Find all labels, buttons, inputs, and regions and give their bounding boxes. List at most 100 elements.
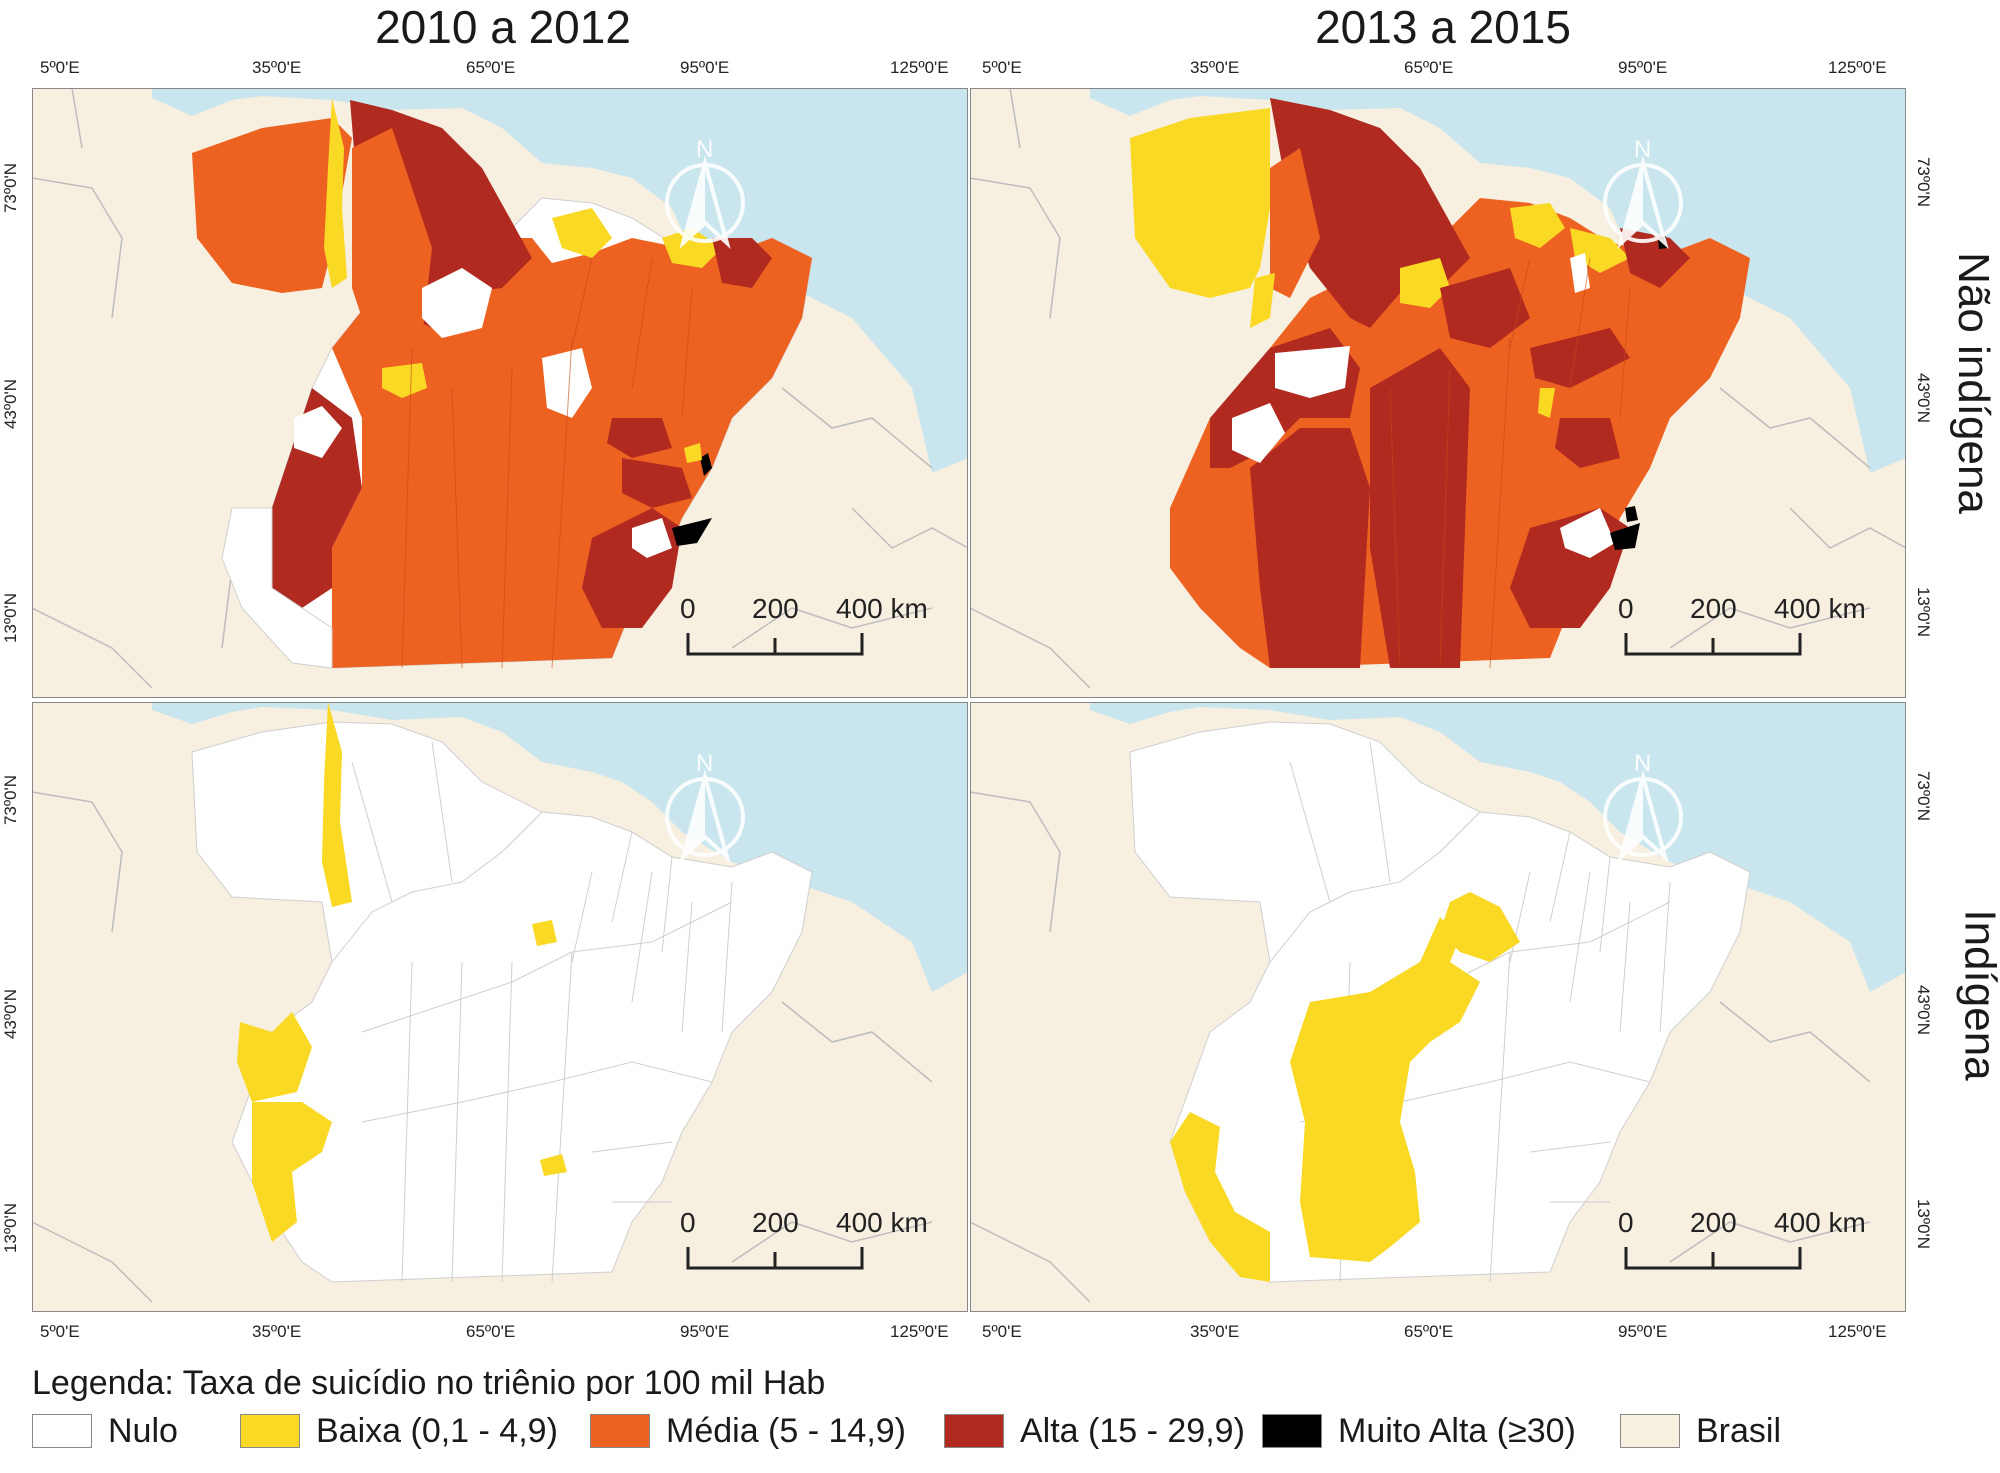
lat-tick-right-bot-2: 13º0'N [1914, 1198, 1934, 1250]
region-alta-center [1440, 268, 1530, 348]
legend-label-alta: Alta (15 - 29,9) [1020, 1411, 1245, 1450]
region-baixa-strip [322, 702, 352, 907]
title-2010-2012: 2010 a 2012 [375, 1, 631, 53]
lon-tick-top-r-2: 65º0'E [1404, 58, 1454, 77]
sea-area [152, 88, 968, 473]
region-nulo-w2 [1275, 346, 1350, 398]
lat-tick-right-top-0: 73º0'N [1914, 156, 1934, 208]
region-nulo [191, 721, 813, 1283]
scale-bar: 0 200 400 km [1618, 1207, 1866, 1270]
region-baixa-ne2 [662, 228, 722, 268]
region-baixa-ne [532, 920, 557, 946]
region-baixa-sw [252, 1102, 332, 1242]
region-baixa-ne [1510, 203, 1565, 248]
svg-text:N: N [696, 136, 713, 163]
lon-tick-top-r-0: 5º0'E [982, 58, 1022, 77]
region-baixa-ne [1440, 892, 1520, 962]
scale-bar: 0 200 400 km [680, 1207, 928, 1270]
legend-item-media: Média (5 - 14,9) [590, 1410, 906, 1452]
region-alta-e2 [622, 458, 692, 508]
svg-text:200: 200 [1690, 593, 1737, 624]
legend-swatch-baixa [240, 1414, 300, 1448]
lat-tick-right-bot-1: 43º0'N [1914, 984, 1934, 1036]
lon-tick-bot-l-0: 5º0'E [40, 1322, 80, 1341]
legend-swatch-nulo [32, 1414, 92, 1448]
svg-text:400 km: 400 km [1774, 1207, 1866, 1238]
svg-text:400 km: 400 km [836, 1207, 928, 1238]
lon-tick-bot-r-4: 125º0'E [1828, 1322, 1887, 1341]
lat-tick-right-bot-0: 73º0'N [1914, 770, 1934, 822]
region-nulo-se [1560, 508, 1615, 558]
region-media [332, 238, 812, 668]
north-arrow-icon: N [665, 750, 745, 864]
svg-text:0: 0 [1618, 1207, 1634, 1238]
region-alta-e2 [1555, 418, 1620, 468]
svg-text:200: 200 [752, 1207, 799, 1238]
lon-tick-bot-l-2: 65º0'E [466, 1322, 516, 1341]
region-baixa-w [1170, 1112, 1270, 1282]
region-baixa-west [382, 363, 427, 398]
region-alta-s2 [1370, 348, 1470, 668]
legend-label-media: Média (5 - 14,9) [666, 1411, 906, 1450]
lon-tick-bot-r-0: 5º0'E [982, 1322, 1022, 1341]
region-muito-alta-2 [700, 453, 712, 476]
lat-tick-right-top-1: 43º0'N [1914, 372, 1934, 424]
lat-tick-left-top-2: 13º0'N [1, 592, 21, 644]
region-nulo-west [294, 406, 342, 458]
lat-tick-left-bot-0: 73º0'N [1, 774, 21, 826]
lon-tick-top-r-3: 95º0'E [1618, 58, 1668, 77]
svg-text:N: N [696, 750, 713, 777]
region-muito-alta-1 [672, 518, 712, 546]
region-media-nw [192, 118, 352, 293]
region-baixa-strip [324, 98, 347, 288]
svg-text:N: N [1634, 750, 1651, 777]
sea-area [1090, 702, 1906, 992]
region-nulo-e [1570, 253, 1590, 293]
lon-tick-top-r-4: 125º0'E [1828, 58, 1887, 77]
lat-tick-left-bot-1: 43º0'N [1, 988, 21, 1040]
north-arrow-icon: N [1603, 136, 1683, 250]
svg-text:0: 0 [680, 1207, 696, 1238]
map-panel-indigena-2013-2015: N 0 200 400 km [970, 702, 1906, 1312]
lat-tick-left-bot-2: 13º0'N [1, 1202, 21, 1254]
region-muito-alta-2 [1625, 506, 1638, 522]
region-baixa-center [1290, 917, 1480, 1262]
sea-area [152, 702, 968, 992]
lat-tick-right-top-2: 13º0'N [1914, 586, 1934, 638]
region-alta-ne [1620, 228, 1690, 288]
map-panel-indigena-2010-2012: N 0 200 400 km [32, 702, 968, 1312]
region-nulo-se [632, 518, 672, 558]
region-baixa-nw [1130, 108, 1270, 298]
north-arrow-icon: N [665, 136, 745, 250]
region-media-north [1270, 148, 1320, 298]
legend-swatch-muito-alta [1262, 1414, 1322, 1448]
region-baixa-se [540, 1154, 567, 1176]
map-panel-nao-indigena-2010-2012: N 0 200 400 km [32, 88, 968, 698]
lon-tick-top-r-1: 35º0'E [1190, 58, 1240, 77]
row-label-indigena: Indígena [1955, 909, 2000, 1081]
legend-item-baixa: Baixa (0,1 - 4,9) [240, 1410, 558, 1452]
legend-item-muito-alta: Muito Alta (≥30) [1262, 1410, 1576, 1452]
lon-tick-bot-l-3: 95º0'E [680, 1322, 730, 1341]
legend-title: Legenda: Taxa de suicídio no triênio por… [32, 1364, 826, 1402]
legend-item-brasil: Brasil [1620, 1410, 1781, 1452]
legend-label-nulo: Nulo [108, 1411, 178, 1450]
title-2013-2015: 2013 a 2015 [1315, 1, 1571, 53]
map-panel-nao-indigena-2013-2015: N 0 200 400 km [970, 88, 1906, 698]
sea-area [1090, 88, 1906, 473]
legend-label-brasil: Brasil [1696, 1411, 1782, 1450]
lon-tick-bot-l-1: 35º0'E [252, 1322, 302, 1341]
region-baixa-ne [552, 208, 612, 258]
svg-text:0: 0 [680, 593, 696, 624]
legend-item-nulo: Nulo [32, 1410, 178, 1452]
lon-tick-bot-r-1: 35º0'E [1190, 1322, 1240, 1341]
row-label-nao-indigena: Não indígena [1948, 252, 1998, 514]
region-baixa-west [237, 1012, 312, 1102]
lon-tick-bot-r-2: 65º0'E [1404, 1322, 1454, 1341]
region-alta-ne [712, 238, 772, 288]
legend-label-muito-alta: Muito Alta (≥30) [1338, 1411, 1576, 1450]
region-media-center [352, 128, 432, 348]
region-nulo-w [1232, 403, 1285, 463]
lon-tick-bot-l-4: 125º0'E [890, 1322, 949, 1341]
lon-tick-top-l-2: 65º0'E [466, 58, 516, 77]
